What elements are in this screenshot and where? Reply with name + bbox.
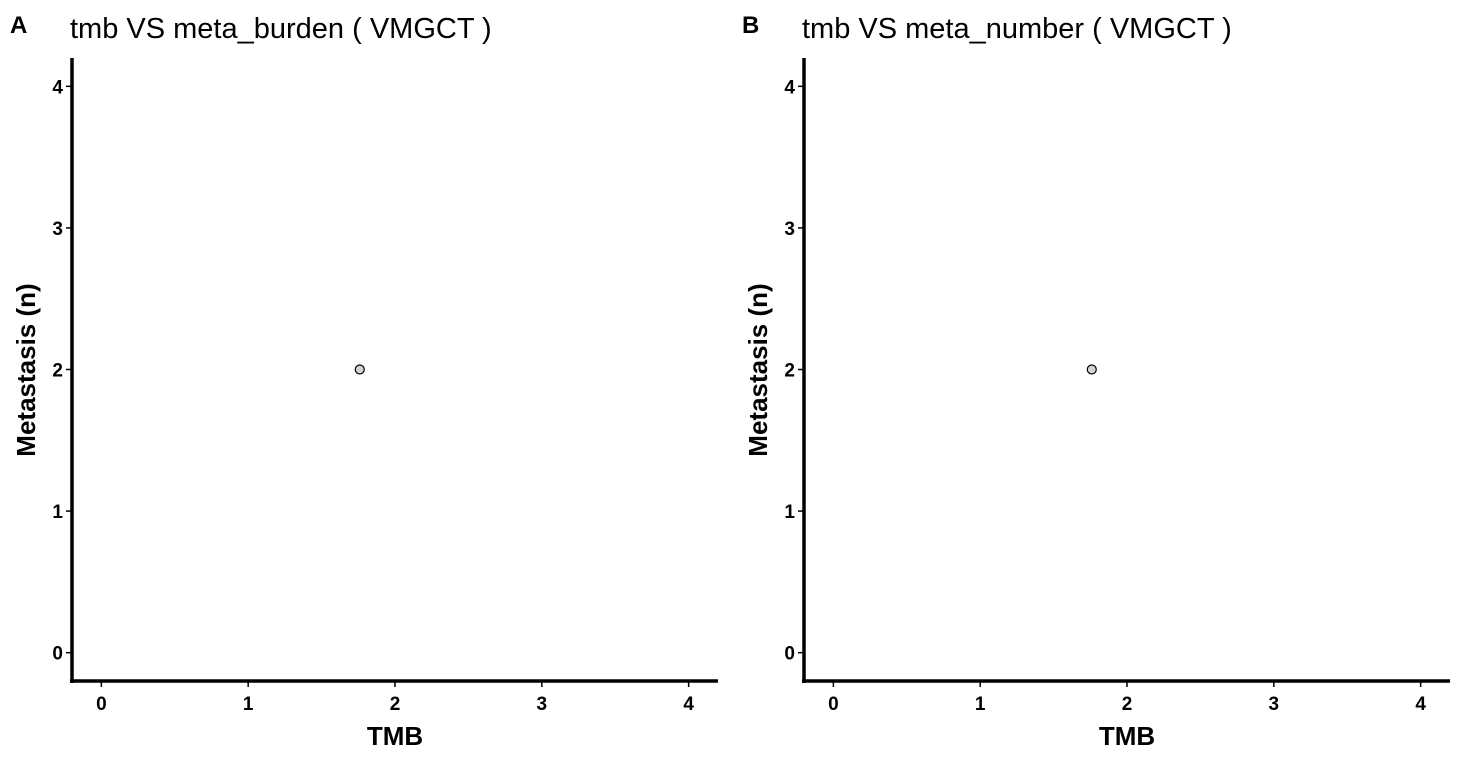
data-points <box>1086 364 1097 375</box>
data-points <box>354 364 365 375</box>
y-tick-label: 4 <box>52 77 63 98</box>
panel-tag: B <box>742 12 759 39</box>
y-ticks: 0 1 2 3 4 <box>52 77 72 665</box>
chart-panel-b: B tmb VS meta_number ( VMGCT ) 0 1 2 3 4 0 1 2… <box>732 0 1464 763</box>
x-ticks: 0 1 2 3 4 <box>96 681 694 715</box>
x-tick-label: 0 <box>96 694 107 715</box>
y-axis-label: Metastasis (n) <box>743 283 773 456</box>
y-ticks: 0 1 2 3 4 <box>784 77 804 665</box>
x-tick-label: 4 <box>1415 694 1426 715</box>
y-tick-label: 1 <box>784 502 795 523</box>
x-axis-label: TMB <box>1099 721 1155 751</box>
chart-title: tmb VS meta_burden ( VMGCT ) <box>70 13 492 45</box>
x-axis-label: TMB <box>367 721 423 751</box>
y-tick-label: 0 <box>784 644 795 665</box>
y-tick-label: 3 <box>52 219 63 240</box>
x-tick-label: 3 <box>1269 694 1280 715</box>
y-tick-label: 0 <box>52 644 63 665</box>
panel-tag: A <box>10 12 27 39</box>
y-tick-label: 1 <box>52 502 63 523</box>
y-tick-label: 2 <box>52 361 63 382</box>
data-point <box>354 364 365 375</box>
data-point <box>1086 364 1097 375</box>
chart-panel-a: A tmb VS meta_burden ( VMGCT ) 0 1 2 3 4 0 1 2… <box>0 0 732 763</box>
chart-b-svg: B tmb VS meta_number ( VMGCT ) 0 1 2 3 4 0 1 2… <box>742 12 1450 751</box>
y-tick-label: 2 <box>784 361 795 382</box>
x-tick-label: 1 <box>975 694 986 715</box>
x-ticks: 0 1 2 3 4 <box>828 681 1426 715</box>
x-tick-label: 0 <box>828 694 839 715</box>
x-tick-label: 2 <box>1122 694 1133 715</box>
chart-a-svg: A tmb VS meta_burden ( VMGCT ) 0 1 2 3 4 0 1 2… <box>10 12 718 751</box>
y-axis-label: Metastasis (n) <box>11 283 41 456</box>
chart-title: tmb VS meta_number ( VMGCT ) <box>802 13 1232 45</box>
x-tick-label: 3 <box>537 694 548 715</box>
x-tick-label: 2 <box>390 694 401 715</box>
y-tick-label: 3 <box>784 219 795 240</box>
x-tick-label: 1 <box>243 694 254 715</box>
y-tick-label: 4 <box>784 77 795 98</box>
x-tick-label: 4 <box>683 694 694 715</box>
